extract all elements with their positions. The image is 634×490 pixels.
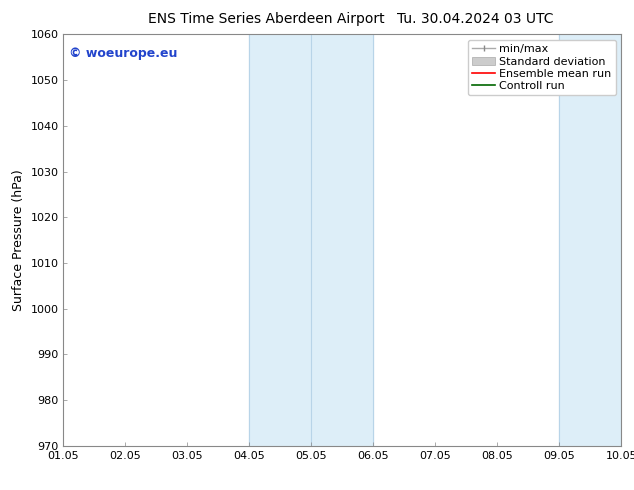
Text: © woeurope.eu: © woeurope.eu [69, 47, 178, 60]
Text: Tu. 30.04.2024 03 UTC: Tu. 30.04.2024 03 UTC [398, 12, 553, 26]
Legend: min/max, Standard deviation, Ensemble mean run, Controll run: min/max, Standard deviation, Ensemble me… [468, 40, 616, 96]
Y-axis label: Surface Pressure (hPa): Surface Pressure (hPa) [12, 169, 25, 311]
Text: ENS Time Series Aberdeen Airport: ENS Time Series Aberdeen Airport [148, 12, 385, 26]
Bar [559, 34, 621, 446]
Bar [249, 34, 373, 446]
